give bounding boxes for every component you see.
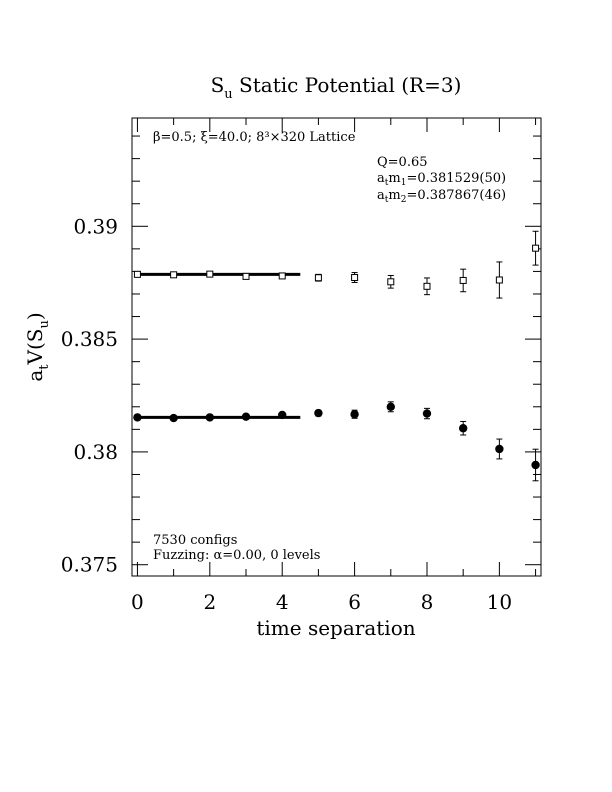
data-point-open [351,274,359,282]
fit-mass-1: atm1=0.381529(50) [377,171,506,188]
data-point-open [532,244,540,252]
data-point-filled [386,402,395,411]
data-point-open [206,270,214,278]
fit-quality: Q=0.65 [377,155,428,170]
axis-ticks-group [132,118,541,576]
configs-count: 7530 configs [153,533,237,548]
x-tick-labels: 0 2 4 6 8 10 [131,590,512,614]
fuzzing-info: Fuzzing: α=0.00, 0 levels [153,548,320,563]
data-points-group [133,230,540,482]
data-point-filled [531,460,540,470]
data-point-filled [133,413,142,422]
data-point-open [170,271,178,279]
x-tick-label: 6 [348,590,361,614]
x-tick-label: 10 [487,590,512,614]
data-point-open [278,272,286,280]
data-point-filled [314,408,323,418]
y-tick-label: 0.38 [73,440,118,464]
y-tick-labels: 0.375 0.38 0.385 0.39 [61,214,118,576]
data-point-open [133,270,141,278]
x-tick-label: 8 [421,590,434,614]
data-point-filled [350,410,359,419]
data-point-open [314,274,322,282]
data-point-filled [205,413,215,422]
data-point-filled [169,413,178,423]
chart-title: Su Static Potential (R=3) [211,73,462,102]
y-tick-label: 0.385 [61,327,118,351]
x-tick-label: 0 [131,590,144,614]
data-point-filled [241,412,251,421]
plot-frame [131,117,542,577]
data-point-open [423,282,431,290]
fit-lines-group [135,272,301,419]
data-point-open [242,272,250,280]
data-point-open [387,278,395,286]
data-point-open [495,276,503,284]
data-point-filled [458,424,468,433]
plot-frame-group [131,117,542,577]
lattice-info: β=0.5; ξ=40.0; 8³×320 Lattice [153,130,356,145]
y-axis-label: atV(Su) [23,312,52,381]
data-point-filled [422,409,432,418]
data-point-open [459,276,467,284]
data-point-filled [278,410,287,420]
x-axis-label: time separation [256,616,415,640]
y-tick-label: 0.39 [73,214,118,238]
x-tick-label: 4 [276,590,289,614]
x-tick-label: 2 [203,590,216,614]
fit-mass-2: atm2=0.387867(46) [377,188,506,205]
y-tick-label: 0.375 [61,553,118,577]
data-point-filled [495,444,504,454]
